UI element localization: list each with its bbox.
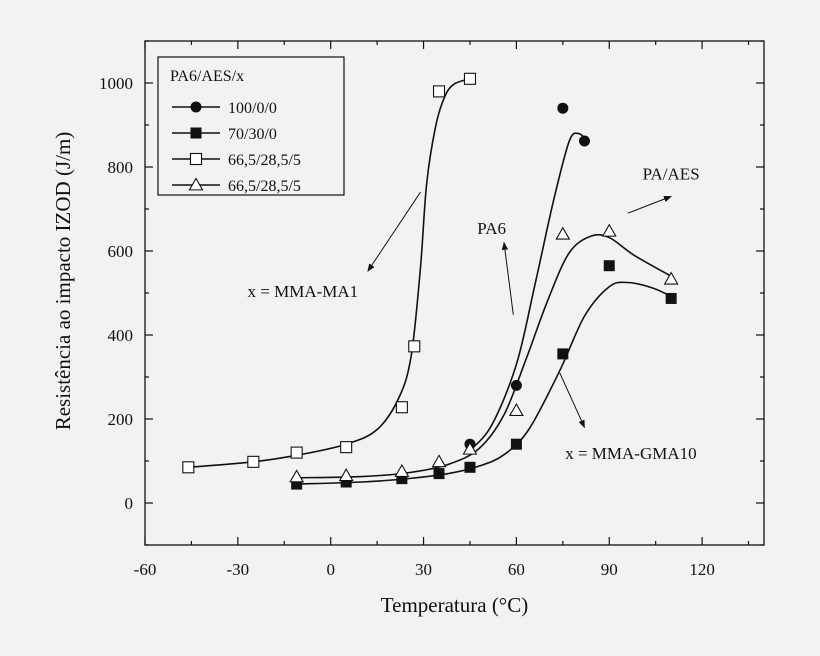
legend-box (157, 56, 345, 196)
series-2-point-2 (340, 476, 352, 488)
series-4-curve (296, 233, 672, 479)
annotation-arrow-3 (627, 195, 672, 214)
x-tick-label: 120 (689, 560, 715, 579)
annotation-arrow-4 (559, 372, 585, 429)
y-axis-title: Resistência ao impacto IZOD (J/m) (51, 132, 75, 431)
x-axis: -60 -30 0 30 60 90 120 (134, 41, 750, 579)
x-tick-label: -60 (134, 560, 157, 579)
legend-marker-4 (188, 177, 204, 191)
series-4-point-1 (289, 469, 305, 483)
series-2-point-9 (665, 292, 677, 304)
series-2-point-6 (510, 438, 522, 450)
legend-marker-2 (190, 127, 202, 139)
legend-marker-1 (190, 101, 202, 113)
legend-label-1: 100/0/0 (228, 100, 277, 117)
series-3-point-5 (395, 401, 408, 414)
series-4-point-7 (555, 226, 571, 240)
x-axis-title: Temperatura (°C) (381, 593, 528, 617)
series-layer (182, 72, 679, 490)
annotation-arrow-2 (501, 241, 514, 315)
annotation-label-2: PA6 (477, 219, 506, 238)
series-3-point-1 (182, 461, 195, 474)
annotation-layer: x = MMA-MA1 PA6 PA/AES x = MMA-GMA10 (248, 165, 700, 463)
y-tick-label: 200 (108, 410, 134, 429)
series-2 (291, 260, 677, 490)
legend: PA6/AES/x 100/0/0 70/30/0 66,5/28,5/5 66,5/2… (157, 56, 345, 196)
series-4-point-6 (508, 402, 524, 417)
x-tick-label: 30 (415, 560, 432, 579)
y-tick-label: 0 (125, 494, 134, 513)
legend-label-4: 66,5/28,5/5 (228, 178, 301, 195)
series-2-point-7 (557, 348, 569, 360)
series-1-curve (469, 132, 589, 452)
y-tick-label: 600 (108, 242, 134, 261)
series-4-point-8 (601, 223, 617, 237)
series-3-point-6 (408, 340, 421, 353)
series-3-point-8 (463, 72, 477, 85)
y-axis: 0 200 400 600 800 1000 (99, 40, 764, 546)
annotation-label-4: x = MMA-GMA10 (565, 444, 696, 463)
series-4-point-3 (394, 463, 410, 477)
series-3-point-4 (340, 441, 353, 454)
x-tick-label: 0 (326, 560, 335, 579)
series-1-point-3 (557, 102, 569, 114)
series-2-point-8 (603, 260, 615, 272)
series-2-curve (296, 281, 672, 485)
series-4-point-4 (431, 454, 447, 468)
legend-marker-3 (189, 152, 203, 166)
series-1-point-4 (578, 135, 590, 147)
x-tick-label: 60 (508, 560, 525, 579)
y-tick-label: 400 (108, 326, 134, 345)
series-4 (289, 223, 679, 483)
series-4-point-5 (462, 441, 478, 455)
legend-label-2: 70/30/0 (228, 126, 277, 143)
x-tick-label: -30 (227, 560, 250, 579)
series-3-point-2 (247, 455, 260, 468)
series-4-point-2 (338, 468, 354, 482)
series-3-point-7 (432, 85, 446, 98)
annotation-arrow-1 (367, 191, 421, 272)
series-3 (182, 72, 477, 474)
legend-title: PA6/AES/x (170, 68, 244, 85)
series-2-point-5 (464, 461, 476, 473)
series-4-point-9 (663, 271, 679, 285)
legend-label-3: 66,5/28,5/5 (228, 152, 301, 169)
y-tick-label: 800 (108, 158, 134, 177)
series-2-point-1 (291, 478, 303, 490)
x-tick-label: 90 (601, 560, 618, 579)
series-2-point-4 (433, 468, 445, 480)
annotation-label-3: PA/AES (643, 165, 700, 184)
annotation-label-1: x = MMA-MA1 (248, 282, 359, 301)
y-tick-label: 1000 (99, 74, 133, 93)
series-2-point-3 (396, 473, 408, 485)
series-3-point-3 (290, 446, 303, 459)
